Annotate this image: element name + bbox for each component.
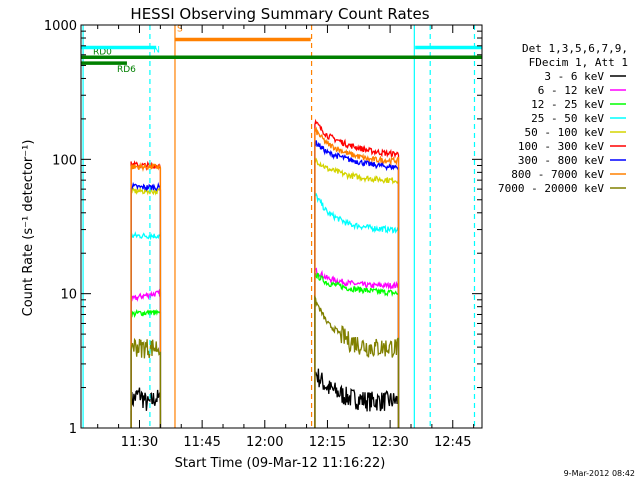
legend: Det 1,3,5,6,7,9,FDecim 1, Att 13 - 6 keV… [498,42,628,195]
legend-entry-4: 50 - 100 keV [525,126,605,139]
series-line-7-1 [314,126,400,428]
flag-label-0: RD0 [93,47,112,57]
legend-header-0: Det 1,3,5,6,7,9, [522,42,628,55]
series-line-3-0 [130,231,162,428]
series-line-7-0 [130,161,162,428]
series-1 [130,267,400,428]
series-line-3-1 [314,192,400,428]
series-line-6-0 [130,181,162,428]
legend-entry-2: 12 - 25 keV [531,98,604,111]
legend-entry-7: 800 - 7000 keV [511,168,604,181]
series-line-1-1 [314,267,400,428]
series-8 [130,294,400,428]
series-line-4-1 [314,157,400,428]
legend-entry-6: 300 - 800 keV [518,154,604,167]
axes-frame [80,24,483,429]
series-line-2-1 [314,272,400,428]
series-7 [130,126,400,428]
series-6 [130,140,400,428]
legend-entry-5: 100 - 300 keV [518,140,604,153]
legend-header-1: FDecim 1, Att 1 [529,56,628,69]
y-tick-label-2: 100 [52,153,77,168]
x-tick-label-2: 12:00 [246,435,283,450]
series-line-6-1 [314,140,400,428]
series-3 [130,192,400,428]
series-line-5-1 [314,118,400,428]
y-axis-label: Count Rate (s⁻¹ detector⁻¹) [21,140,36,317]
series-line-2-0 [130,308,162,428]
plot-area: RD0 RD6 N S [81,24,482,428]
y-tick-label-0: 1 [69,422,77,437]
legend-entry-8: 7000 - 20000 keV [498,182,604,195]
series-line-0-1 [314,368,400,428]
flag-label-3: S [177,24,183,34]
series-line-8-0 [130,337,162,428]
series-0 [130,368,400,428]
x-tick-label-5: 12:45 [434,435,471,450]
series-line-1-0 [130,288,162,428]
flag-label-2: N [153,45,160,55]
series-5 [130,118,400,428]
flag-label-1: RD6 [117,65,136,75]
footer-timestamp: 9-Mar-2012 08:42 [564,469,635,478]
x-tick-label-3: 12:15 [309,435,346,450]
legend-entry-3: 25 - 50 keV [531,112,604,125]
x-tick-label-1: 11:45 [183,435,220,450]
series-2 [130,272,400,428]
chart-title: HESSI Observing Summary Count Rates [130,5,429,23]
x-tick-label-4: 12:30 [371,435,408,450]
legend-entry-0: 3 - 6 keV [544,70,604,83]
series-line-0-0 [130,387,162,428]
legend-entry-1: 6 - 12 keV [538,84,605,97]
x-tick-label-0: 11:30 [121,435,158,450]
y-tick-label-3: 1000 [44,19,77,34]
series-line-8-1 [314,294,400,428]
x-axis-label: Start Time (09-Mar-12 11:16:22) [175,456,386,471]
axes: 11:30 11:45 12:00 12:15 12:30 12:45 1 10 100 1000 [44,19,483,450]
series-4 [130,157,400,428]
y-tick-label-1: 10 [60,288,77,303]
